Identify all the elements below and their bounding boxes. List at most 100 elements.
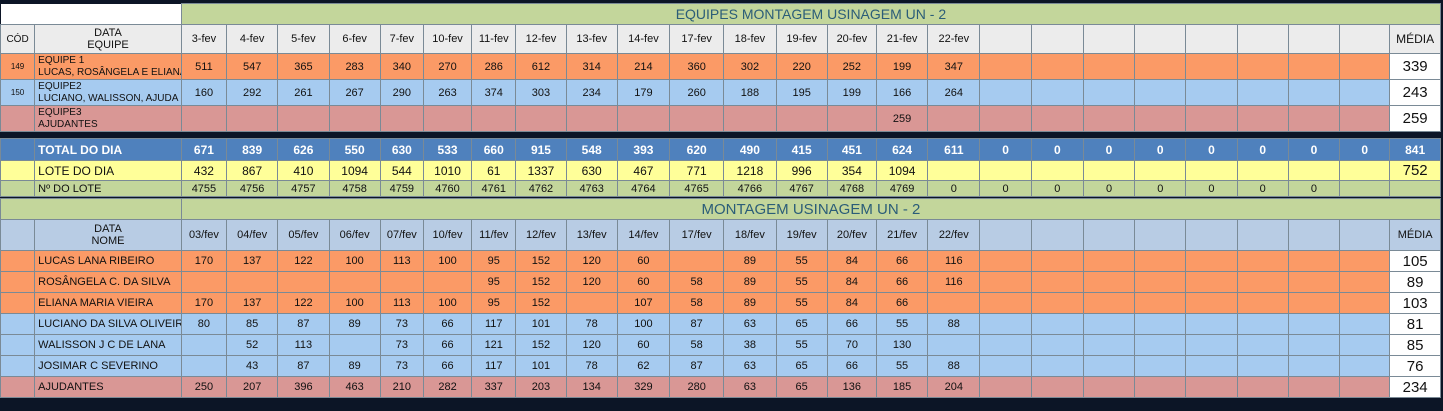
value-cell[interactable]: 220 xyxy=(775,53,828,80)
value-cell[interactable] xyxy=(1339,53,1391,80)
lote-cell[interactable] xyxy=(1185,160,1238,181)
value-cell[interactable]: 314 xyxy=(565,53,618,80)
value-cell[interactable]: 55 xyxy=(775,271,828,293)
value-cell[interactable] xyxy=(1185,355,1238,377)
value-cell[interactable]: 66 xyxy=(422,334,473,356)
value-cell[interactable]: 100 xyxy=(422,292,473,314)
lote-cell[interactable]: 467 xyxy=(616,160,671,181)
title-left-blank[interactable] xyxy=(0,3,182,25)
value-cell[interactable]: 137 xyxy=(226,250,279,272)
value-cell[interactable] xyxy=(277,105,330,132)
total-label[interactable]: TOTAL DO DIA xyxy=(34,138,182,161)
date-header[interactable] xyxy=(1339,24,1391,54)
date-header[interactable] xyxy=(1287,24,1341,54)
value-cell[interactable]: 199 xyxy=(826,79,877,106)
value-cell[interactable]: 60 xyxy=(616,271,671,293)
value-cell[interactable] xyxy=(180,271,228,293)
value-cell[interactable]: 121 xyxy=(471,334,517,356)
value-cell[interactable] xyxy=(565,292,618,314)
media-cell[interactable]: 259 xyxy=(1389,105,1441,132)
media-cell[interactable]: 105 xyxy=(1389,250,1441,272)
value-cell[interactable] xyxy=(616,105,671,132)
nlote-cell[interactable]: 0 xyxy=(1030,180,1084,197)
team-name[interactable]: EQUIPE2 LUCIANO, WALISSON, AJUDA xyxy=(34,79,182,106)
value-cell[interactable]: 374 xyxy=(471,79,517,106)
value-cell[interactable]: 286 xyxy=(471,53,517,80)
value-cell[interactable]: 360 xyxy=(669,53,725,80)
person-cod[interactable] xyxy=(0,355,36,377)
date-header[interactable]: 18/fev xyxy=(723,219,777,251)
total-cell[interactable]: 620 xyxy=(669,138,725,161)
value-cell[interactable] xyxy=(1339,79,1391,106)
value-cell[interactable]: 547 xyxy=(226,53,279,80)
value-cell[interactable]: 260 xyxy=(669,79,725,106)
value-cell[interactable] xyxy=(775,105,828,132)
value-cell[interactable]: 116 xyxy=(927,271,981,293)
value-cell[interactable] xyxy=(1134,271,1187,293)
value-cell[interactable] xyxy=(1134,313,1187,335)
media-cell[interactable]: 103 xyxy=(1389,292,1441,314)
value-cell[interactable]: 290 xyxy=(379,79,424,106)
total-cell[interactable]: 624 xyxy=(875,138,929,161)
lote-cod[interactable] xyxy=(0,160,36,181)
value-cell[interactable] xyxy=(1236,53,1289,80)
date-header[interactable]: 10/fev xyxy=(422,219,473,251)
total-cell[interactable]: 626 xyxy=(277,138,330,161)
total-cell[interactable]: 0 xyxy=(1236,138,1289,161)
value-cell[interactable]: 160 xyxy=(180,79,228,106)
value-cell[interactable] xyxy=(1287,105,1341,132)
value-cell[interactable]: 250 xyxy=(180,376,228,398)
value-cell[interactable] xyxy=(1339,271,1391,293)
value-cell[interactable] xyxy=(1134,250,1187,272)
total-cell[interactable]: 0 xyxy=(1030,138,1084,161)
date-header[interactable]: 05/fev xyxy=(277,219,330,251)
value-cell[interactable]: 66 xyxy=(875,271,929,293)
value-cell[interactable] xyxy=(1030,313,1084,335)
value-cell[interactable] xyxy=(1082,79,1136,106)
value-cell[interactable] xyxy=(979,376,1032,398)
date-header[interactable]: 4-fev xyxy=(226,24,279,54)
value-cell[interactable]: 188 xyxy=(723,79,777,106)
value-cell[interactable]: 63 xyxy=(723,313,777,335)
nlote-cell[interactable]: 4766 xyxy=(723,180,777,197)
value-cell[interactable] xyxy=(1339,376,1391,398)
lote-cell[interactable]: 1094 xyxy=(328,160,381,181)
value-cell[interactable]: 136 xyxy=(826,376,877,398)
nlote-cell[interactable]: 4762 xyxy=(515,180,567,197)
value-cell[interactable] xyxy=(1082,355,1136,377)
person-name[interactable]: JOSIMAR C SEVERINO xyxy=(34,355,182,377)
value-cell[interactable]: 267 xyxy=(328,79,381,106)
total-cod[interactable] xyxy=(0,138,36,161)
date-header[interactable]: 14-fev xyxy=(616,24,671,54)
value-cell[interactable] xyxy=(1082,53,1136,80)
value-cell[interactable]: 89 xyxy=(328,313,381,335)
nlote-cell[interactable]: 4755 xyxy=(180,180,228,197)
person-name[interactable]: LUCIANO DA SILVA OLIVEIR. xyxy=(34,313,182,335)
value-cell[interactable] xyxy=(1185,313,1238,335)
date-header[interactable]: 18-fev xyxy=(723,24,777,54)
value-cell[interactable]: 63 xyxy=(723,376,777,398)
value-cell[interactable]: 261 xyxy=(277,79,330,106)
value-cell[interactable] xyxy=(1030,334,1084,356)
lote-cell[interactable]: 771 xyxy=(669,160,725,181)
lote-cell[interactable] xyxy=(927,160,981,181)
media-cell[interactable]: 89 xyxy=(1389,271,1441,293)
value-cell[interactable]: 122 xyxy=(277,292,330,314)
date-header[interactable]: 03/fev xyxy=(180,219,228,251)
value-cell[interactable] xyxy=(1236,250,1289,272)
value-cell[interactable]: 55 xyxy=(875,313,929,335)
value-cell[interactable] xyxy=(422,105,473,132)
data-nome-header[interactable]: DATA NOME xyxy=(34,219,182,251)
total-cell[interactable]: 915 xyxy=(515,138,567,161)
team-cod[interactable] xyxy=(0,105,36,132)
value-cell[interactable]: 122 xyxy=(277,250,330,272)
value-cell[interactable] xyxy=(1287,53,1341,80)
value-cell[interactable] xyxy=(1082,250,1136,272)
date-header[interactable]: 17-fev xyxy=(669,24,725,54)
value-cell[interactable]: 95 xyxy=(471,292,517,314)
media-cell[interactable]: 76 xyxy=(1389,355,1441,377)
total-cell[interactable]: 548 xyxy=(565,138,618,161)
value-cell[interactable] xyxy=(180,334,228,356)
value-cell[interactable]: 89 xyxy=(723,271,777,293)
value-cell[interactable] xyxy=(328,105,381,132)
